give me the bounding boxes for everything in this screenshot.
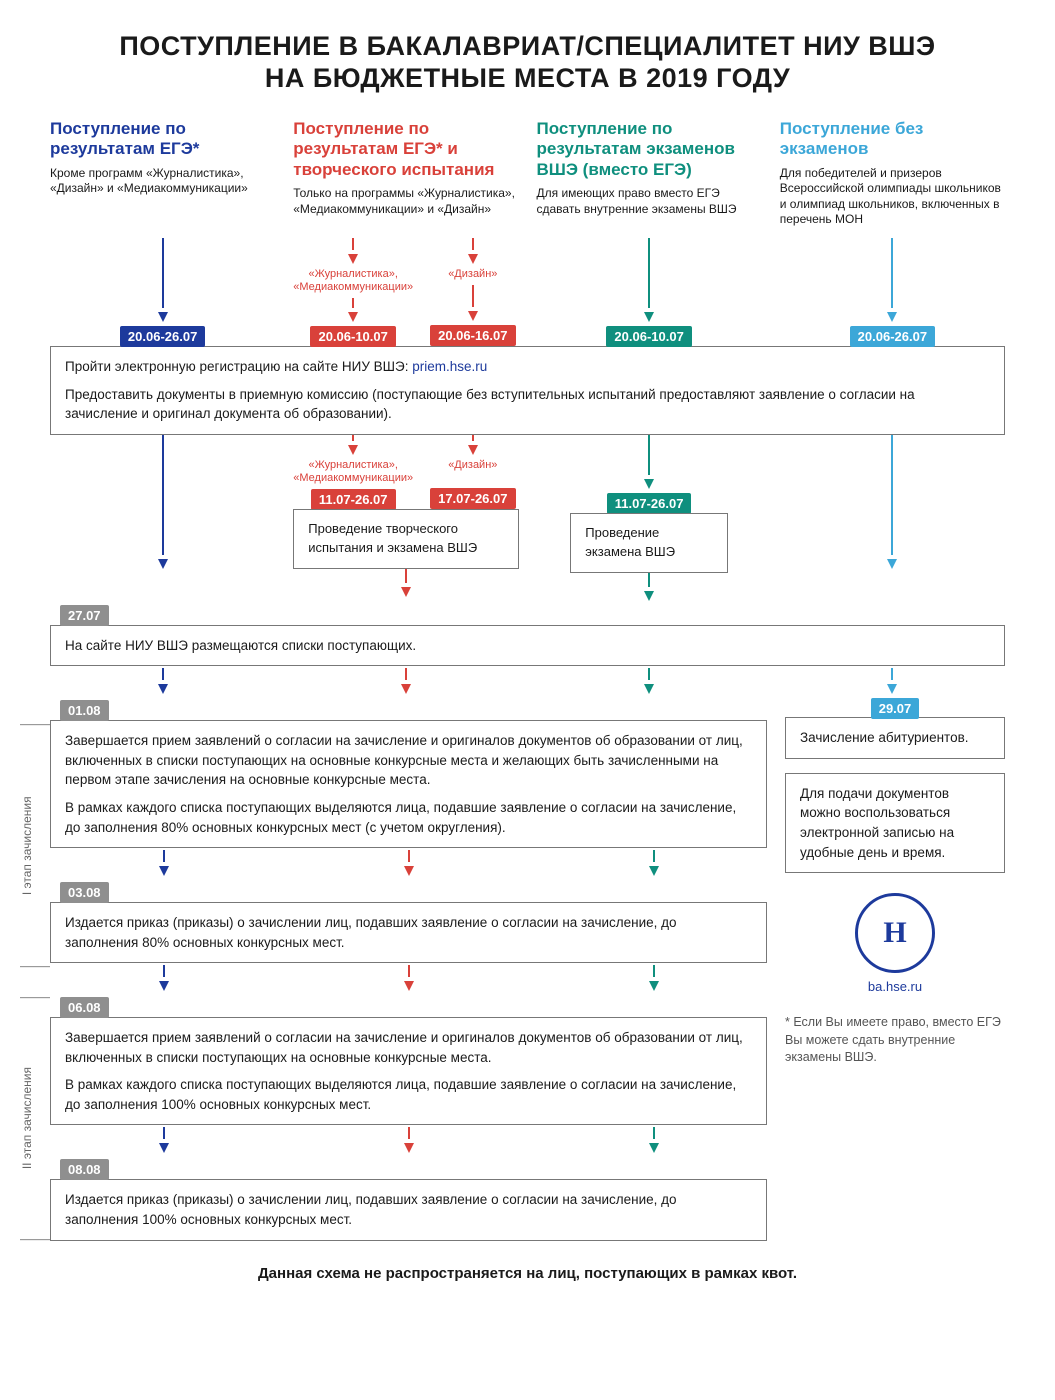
track-headers: Поступление по результатам ЕГЭ* Кроме пр… bbox=[50, 119, 1005, 228]
arrow-down-icon bbox=[159, 1143, 169, 1153]
track-head-creative: Поступление по результатам ЕГЭ* и творче… bbox=[293, 119, 518, 180]
disclaimer: Данная схема не распространяется на лиц,… bbox=[50, 1265, 1005, 1282]
arrow-down-icon bbox=[158, 684, 168, 694]
arrow-down-icon bbox=[158, 312, 168, 322]
date-pill: 11.07-26.07 bbox=[311, 489, 396, 510]
track-head-hseexam: Поступление по результатам экзаменов ВШЭ… bbox=[537, 119, 762, 180]
box-0608: Завершается прием заявлений о согласии н… bbox=[50, 1017, 767, 1125]
step-2707: 27.07 На сайте НИУ ВШЭ размещаются списк… bbox=[50, 605, 1005, 667]
title-line1: ПОСТУПЛЕНИЕ В БАКАЛАВРИАТ/СПЕЦИАЛИТЕТ НИ… bbox=[50, 30, 1005, 62]
split-label-b: «Дизайн» bbox=[448, 459, 497, 472]
arrow-down-icon bbox=[158, 559, 168, 569]
date-pill: 03.08 bbox=[60, 882, 109, 903]
logo-url[interactable]: ba.hse.ru bbox=[785, 979, 1005, 994]
hse-logo-icon: Н bbox=[855, 893, 935, 973]
date-pill: 20.06-26.07 bbox=[850, 326, 935, 347]
stage1-label: I этап зачисления bbox=[20, 724, 50, 967]
date-pill: 08.08 bbox=[60, 1159, 109, 1180]
date-pill: 20.06-26.07 bbox=[120, 326, 205, 347]
box-2907: Зачисление абитуриентов. bbox=[785, 717, 1005, 759]
footnote: * Если Вы имеете право, вместо ЕГЭ Вы мо… bbox=[785, 1014, 1005, 1067]
arrow-down-icon bbox=[159, 866, 169, 876]
box-lists-published: На сайте НИУ ВШЭ размещаются списки пост… bbox=[50, 625, 1005, 667]
track-sub-ege: Кроме программ «Журналистика», «Дизайн» … bbox=[50, 166, 275, 197]
arrow-down-icon bbox=[404, 981, 414, 991]
date-pill: 20.06-10.07 bbox=[310, 326, 395, 347]
date-pill: 20.06-10.07 bbox=[606, 326, 691, 347]
split-label-b: «Дизайн» bbox=[448, 268, 497, 281]
arrow-down-icon bbox=[644, 684, 654, 694]
arrow-down-icon bbox=[159, 981, 169, 991]
box-creative-exam: Проведение творческого испытания и экзам… bbox=[293, 509, 518, 569]
track-sub-noexam: Для победителей и призеров Всероссийской… bbox=[780, 166, 1005, 228]
track-head-ege: Поступление по результатам ЕГЭ* bbox=[50, 119, 275, 160]
arrows-row-3 bbox=[50, 668, 1005, 698]
date-pill: 20.06-16.07 bbox=[430, 325, 515, 346]
box-0108: Завершается прием заявлений о согласии н… bbox=[50, 720, 767, 848]
title-line2: НА БЮДЖЕТНЫЕ МЕСТА В 2019 ГОДУ bbox=[50, 62, 1005, 94]
arrow-down-icon bbox=[401, 587, 411, 597]
arrow-down-icon bbox=[649, 866, 659, 876]
arrow-down-icon bbox=[644, 479, 654, 489]
split-label-a: «Журналистика», «Медиакоммуникации» bbox=[293, 459, 413, 485]
track-sub-hseexam: Для имеющих право вместо ЕГЭ сдавать вну… bbox=[537, 186, 762, 217]
track-sub-creative: Только на программы «Журналистика», «Мед… bbox=[293, 186, 518, 217]
box-0808: Издается приказ (приказы) о зачислении л… bbox=[50, 1179, 767, 1240]
arrow-line bbox=[162, 238, 164, 308]
date-pill: 11.07-26.07 bbox=[607, 493, 692, 514]
arrow-down-icon bbox=[404, 1143, 414, 1153]
arrow-down-icon bbox=[468, 311, 478, 321]
arrow-down-icon bbox=[649, 981, 659, 991]
arrow-down-icon bbox=[887, 684, 897, 694]
split-label-a: «Журналистика», «Медиакоммуникации» bbox=[293, 268, 413, 294]
page-title: ПОСТУПЛЕНИЕ В БАКАЛАВРИАТ/СПЕЦИАЛИТЕТ НИ… bbox=[50, 30, 1005, 95]
arrow-down-icon bbox=[887, 312, 897, 322]
box-hse-exam: Проведение экзамена ВШЭ bbox=[570, 513, 728, 573]
arrow-down-icon bbox=[887, 559, 897, 569]
arrow-down-icon bbox=[348, 254, 358, 264]
arrow-down-icon bbox=[348, 312, 358, 322]
date-pill: 17.07-26.07 bbox=[430, 488, 515, 509]
arrows-row-1: 20.06-26.07 «Журналистика», «Медиакоммун… bbox=[50, 238, 1005, 347]
arrow-down-icon bbox=[468, 254, 478, 264]
arrow-down-icon bbox=[468, 445, 478, 455]
arrow-down-icon bbox=[649, 1143, 659, 1153]
box-docs-note: Для подачи документов можно воспользоват… bbox=[785, 773, 1005, 873]
arrow-down-icon bbox=[348, 445, 358, 455]
arrow-down-icon bbox=[644, 312, 654, 322]
registration-link[interactable]: priem.hse.ru bbox=[412, 359, 487, 374]
date-pill: 27.07 bbox=[60, 605, 109, 626]
arrow-down-icon bbox=[401, 684, 411, 694]
track-head-noexam: Поступление без экзаменов bbox=[780, 119, 1005, 160]
date-pill: 06.08 bbox=[60, 997, 109, 1018]
date-pill: 29.07 bbox=[871, 698, 920, 719]
arrow-down-icon bbox=[404, 866, 414, 876]
arrow-down-icon bbox=[644, 591, 654, 601]
box-registration: Пройти электронную регистрацию на сайте … bbox=[50, 346, 1005, 435]
stage2-label: II этап зачисления bbox=[20, 997, 50, 1240]
arrows-row-2: «Журналистика», «Медиакоммуникации» 11.0… bbox=[50, 435, 1005, 605]
box-0308: Издается приказ (приказы) о зачислении л… bbox=[50, 902, 767, 963]
date-pill: 01.08 bbox=[60, 700, 109, 721]
